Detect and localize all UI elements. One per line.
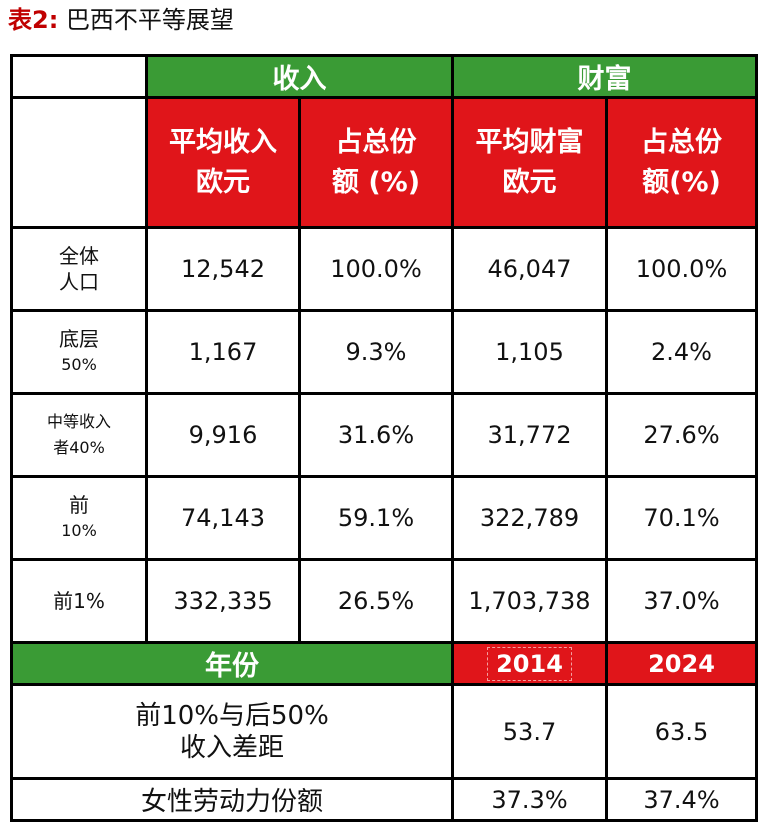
- avg-income-cell: 74,143: [145, 475, 301, 561]
- row-label-line1: 中等收入: [46, 412, 111, 431]
- avg-income-header: 平均收入 欧元: [145, 96, 301, 229]
- table-row: 前 10% 74,143 59.1% 322,789 70.1%: [10, 475, 758, 561]
- table-row: 前1% 332,335 26.5% 1,703,738 37.0%: [10, 558, 758, 644]
- group-header-row: 收入 财富: [10, 54, 758, 99]
- avg-wealth-cell: 1,105: [451, 309, 608, 395]
- wealth-share-cell: 70.1%: [605, 475, 758, 561]
- row-label: 中等收入 者40%: [10, 392, 148, 478]
- income-gap-label: 前10%与后50% 收入差距: [10, 683, 454, 780]
- corner-cell-2: [10, 96, 148, 229]
- row-label-line2: 人口: [59, 270, 99, 294]
- table-row: 全体 人口 12,542 100.0% 46,047 100.0%: [10, 226, 758, 312]
- wealth-share-cell: 37.0%: [605, 558, 758, 644]
- avg-income-cell: 332,335: [145, 558, 301, 644]
- income-gap-row: 前10%与后50% 收入差距 53.7 63.5: [10, 683, 758, 780]
- sub-header-row: 平均收入 欧元 占总份 额 (%) 平均财富 欧元 占总份 额(%): [10, 96, 758, 229]
- income-share-cell: 26.5%: [298, 558, 454, 644]
- table-row: 底层 50% 1,167 9.3% 1,105 2.4%: [10, 309, 758, 395]
- row-label-line2: 者40%: [53, 438, 105, 457]
- wealth-share-cell: 100.0%: [605, 226, 758, 312]
- avg-wealth-cell: 46,047: [451, 226, 608, 312]
- wealth-share-header-line1: 占总份: [641, 126, 722, 158]
- female-labor-row: 女性劳动力份额 37.3% 37.4%: [10, 777, 758, 822]
- income-gap-label-line1: 前10%与后50%: [135, 700, 329, 731]
- inequality-table: 收入 财富 平均收入 欧元 占总份 额 (%) 平均财富 欧元 占总份 额(%)…: [10, 54, 758, 822]
- avg-wealth-cell: 322,789: [451, 475, 608, 561]
- avg-income-cell: 12,542: [145, 226, 301, 312]
- income-gap-label-line2: 收入差距: [179, 732, 284, 763]
- income-share-cell: 100.0%: [298, 226, 454, 312]
- table-number: 表2:: [8, 6, 59, 34]
- avg-income-header-line2: 欧元: [196, 166, 250, 198]
- female-labor-2024: 37.4%: [605, 777, 758, 822]
- avg-wealth-header-line1: 平均财富: [475, 126, 584, 158]
- table-title: 表2: 巴西不平等展望: [8, 4, 234, 36]
- row-label: 前 10%: [10, 475, 148, 561]
- table-row: 中等收入 者40% 9,916 31.6% 31,772 27.6%: [10, 392, 758, 478]
- row-label-line1: 全体: [59, 244, 99, 268]
- year-2014-label: 2014: [487, 646, 572, 681]
- row-label-line2: 10%: [61, 521, 97, 540]
- income-share-header-line2: 额 (%): [331, 166, 421, 198]
- income-gap-2024: 63.5: [605, 683, 758, 780]
- income-gap-2014: 53.7: [451, 683, 608, 780]
- avg-wealth-cell: 31,772: [451, 392, 608, 478]
- avg-wealth-header: 平均财富 欧元: [451, 96, 608, 229]
- row-label-line1: 前1%: [53, 589, 105, 613]
- avg-income-cell: 9,916: [145, 392, 301, 478]
- income-share-header-line1: 占总份: [335, 126, 417, 158]
- income-share-cell: 59.1%: [298, 475, 454, 561]
- wealth-share-header-line2: 额(%): [642, 166, 721, 198]
- year-header-row: 年份 2014 2024: [10, 641, 758, 686]
- wealth-share-cell: 2.4%: [605, 309, 758, 395]
- female-labor-2014: 37.3%: [451, 777, 608, 822]
- wealth-group-header: 财富: [451, 54, 758, 99]
- row-label-line1: 前: [69, 493, 89, 517]
- year-header: 年份: [10, 641, 454, 686]
- income-share-cell: 31.6%: [298, 392, 454, 478]
- year-2024-cell: 2024: [605, 641, 758, 686]
- table-caption: 巴西不平等展望: [65, 6, 234, 34]
- female-labor-label: 女性劳动力份额: [10, 777, 454, 822]
- avg-income-header-line1: 平均收入: [169, 126, 277, 158]
- row-label: 前1%: [10, 558, 148, 644]
- income-share-header: 占总份 额 (%): [298, 96, 454, 229]
- wealth-share-cell: 27.6%: [605, 392, 758, 478]
- year-2014-cell: 2014: [451, 641, 608, 686]
- row-label-line2: 50%: [61, 355, 97, 374]
- avg-wealth-cell: 1,703,738: [451, 558, 608, 644]
- income-share-cell: 9.3%: [298, 309, 454, 395]
- corner-cell: [10, 54, 148, 99]
- avg-income-cell: 1,167: [145, 309, 301, 395]
- avg-wealth-header-line2: 欧元: [502, 166, 557, 198]
- income-group-header: 收入: [145, 54, 454, 99]
- wealth-share-header: 占总份 额(%): [605, 96, 758, 229]
- row-label: 全体 人口: [10, 226, 148, 312]
- row-label-line1: 底层: [59, 327, 99, 351]
- row-label: 底层 50%: [10, 309, 148, 395]
